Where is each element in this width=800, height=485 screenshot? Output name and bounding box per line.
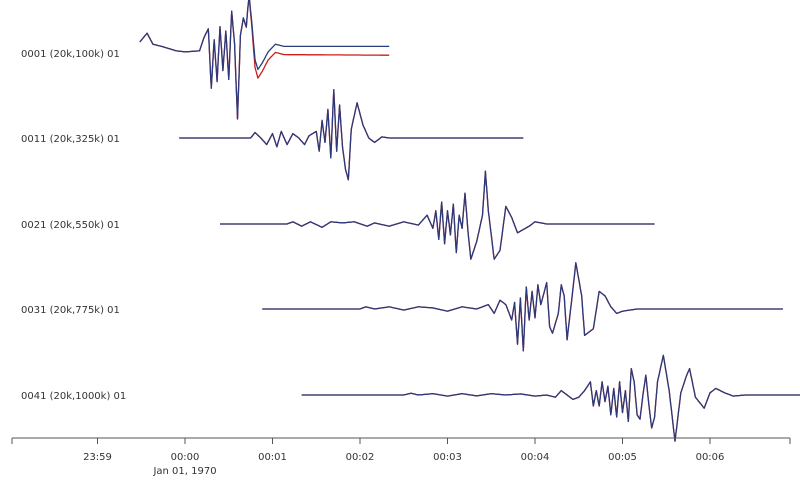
- x-axis-date-label: Jan 01, 1970: [152, 466, 216, 477]
- x-tick-label: 00:00: [171, 452, 200, 463]
- trace-label: 0031 (20k,775k) 01: [21, 305, 120, 316]
- trace-2-blue-line: [179, 88, 524, 181]
- trace-5-blue-line: [301, 354, 800, 442]
- trace-label: 0021 (20k,550k) 01: [21, 220, 120, 231]
- x-tick-label: 23:59: [83, 452, 112, 463]
- traces-layer: [139, 0, 800, 442]
- x-tick-label: 00:02: [346, 452, 375, 463]
- trace-label: 0001 (20k,100k) 01: [21, 49, 120, 60]
- trace-labels: 0001 (20k,100k) 01 0011 (20k,325k) 01 0021…: [21, 49, 126, 402]
- trace-3-blue-line: [220, 170, 655, 260]
- trace-4-blue-line: [262, 262, 783, 352]
- x-axis: 23:59 00:00 00:01 00:02 00:03 00:04 00:05 00:06: [11, 437, 791, 463]
- trace-3-red-line: [220, 170, 655, 260]
- x-tick-label: 00:04: [521, 452, 550, 463]
- trace-5-red-line: [301, 354, 800, 442]
- trace-label: 0041 (20k,1000k) 01: [21, 391, 126, 402]
- trace-label: 0011 (20k,325k) 01: [21, 134, 120, 145]
- x-tick-label: 00:03: [433, 452, 462, 463]
- x-tick-label: 00:06: [696, 452, 725, 463]
- x-tick-label: 00:05: [608, 452, 637, 463]
- trace-1-blue-line: [139, 0, 390, 120]
- x-tick-label: 00:01: [258, 452, 287, 463]
